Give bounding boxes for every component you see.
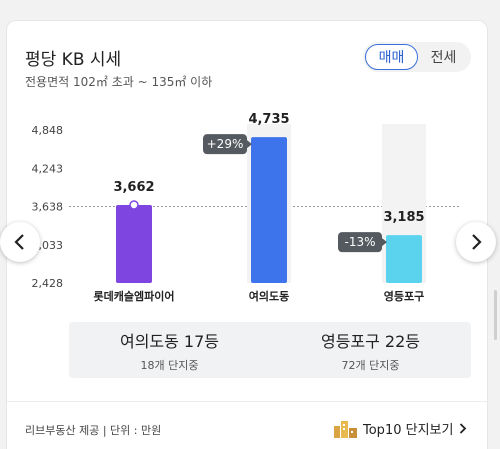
y-tick-label: 3,638 [32,201,64,214]
footer-divider [7,401,489,402]
rank-dong-sub: 18개 단지중 [140,358,199,372]
chevron-right-icon [460,422,467,434]
price-card: 평당 KB 시세 전용면적 102㎡ 초과 ~ 135㎡ 이하 매매 전세 4,… [6,20,489,449]
prev-arrow-button[interactable] [0,222,40,262]
change-badge [203,134,247,155]
buildings-icon [334,421,357,438]
bar-value-label: 4,735 [248,112,289,127]
change-badge-text: -13% [344,235,375,249]
trade-type-toggle: 매매 전세 [363,42,471,72]
y-tick-label: 2,428 [32,277,64,290]
chart-svg: 4,8484,2433,6383,0332,4283,662롯데캐슬엠파이어4,… [32,112,459,303]
bar-3 [386,235,422,283]
rank-gu-sub: 72개 단지중 [341,358,400,372]
chevron-left-icon [14,234,24,250]
price-bar-chart: 4,848 4,243 3,638 3,033 2,428 3,662 롯데캐슬엠파이어 4,… [7,21,489,321]
toggle-sale[interactable]: 매매 [365,44,418,70]
bar-value-label: 3,185 [383,210,424,225]
top10-link[interactable]: Top10 단지보기 [333,418,467,438]
category-label: 영등포구 [384,290,424,303]
card-title: 평당 KB 시세 [25,50,122,70]
y-tick-label: 4,848 [32,124,64,137]
rank-summary: 여의도동 17등 18개 단지중 영등포구 22등 72개 단지중 [69,322,471,378]
source-note: 리브부동산 제공 | 단위 : 만원 [25,424,162,437]
change-badge-text: +29% [207,137,244,151]
scrollbar[interactable] [494,290,497,340]
chevron-right-icon [472,234,482,250]
rank-gu-main: 영등포구 22등 [320,331,421,351]
rank-gu: 영등포구 22등 72개 단지중 [270,322,471,378]
rank-dong: 여의도동 17등 18개 단지중 [69,322,270,378]
current-marker-dot [129,200,139,210]
category-label: 롯데캐슬엠파이어 [94,289,175,303]
top10-label: Top10 단지보기 [363,422,454,438]
rank-dong-main: 여의도동 17등 [119,331,220,351]
y-tick-label: 4,243 [32,162,64,175]
category-label: 여의도동 [249,289,289,303]
card-subtitle: 전용면적 102㎡ 초과 ~ 135㎡ 이하 [25,75,213,89]
badge-pointer [247,140,252,149]
bar-1 [116,204,152,283]
bar-2 [251,137,287,283]
badge-pointer [382,238,387,247]
bar-value-label: 3,662 [113,180,154,195]
toggle-jeonse[interactable]: 전세 [430,50,457,66]
change-badge [338,232,382,253]
next-arrow-button[interactable] [456,222,496,262]
